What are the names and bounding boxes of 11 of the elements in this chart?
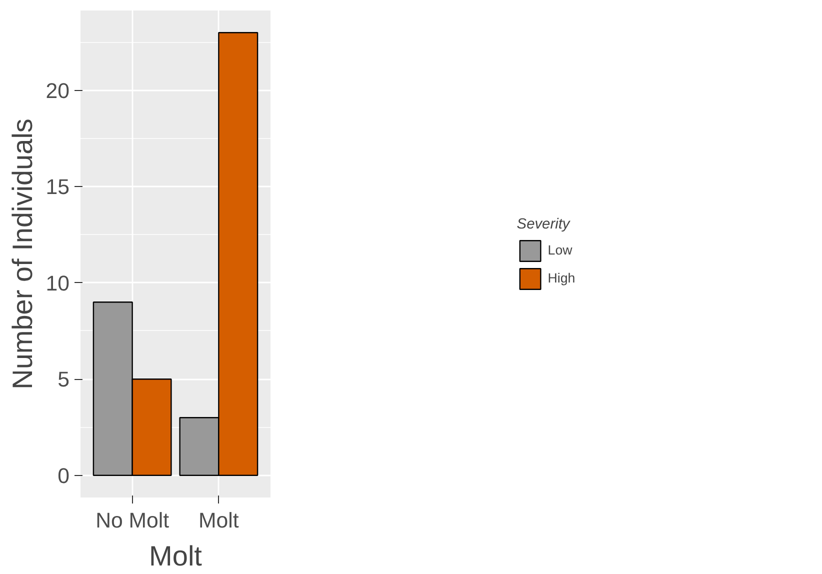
y-axis-title: Number of Individuals — [6, 118, 38, 390]
legend-label: Low — [548, 242, 572, 258]
y-tick-label: 0 — [58, 464, 70, 488]
legend-title: Severity — [516, 216, 572, 232]
x-tick-label: No Molt — [96, 508, 170, 532]
legend-label: High — [548, 270, 576, 286]
y-tick-label: 10 — [46, 271, 70, 296]
y-tick-label: 20 — [46, 78, 70, 103]
x-axis-title: Molt — [149, 540, 202, 572]
y-tick-label: 15 — [46, 175, 70, 200]
y-tick-label: 5 — [58, 368, 70, 392]
